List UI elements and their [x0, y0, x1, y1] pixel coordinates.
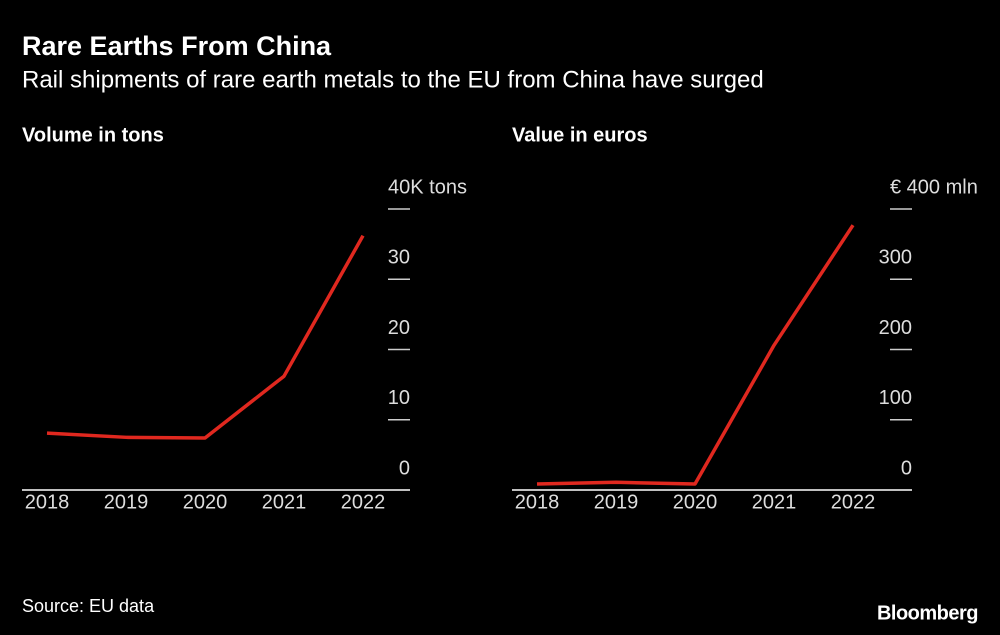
x-tick-label: 2022 [831, 491, 876, 513]
title: Rare Earths From China [22, 31, 332, 61]
y-tick-label: 100 [879, 387, 912, 409]
y-tick-label: 20 [388, 317, 410, 339]
chart-title: Volume in tons [22, 124, 164, 146]
y-tick-label: 0 [901, 457, 912, 479]
x-tick-label: 2021 [752, 491, 797, 513]
x-tick-label: 2020 [183, 491, 228, 513]
y-tick-label: 300 [879, 247, 912, 269]
y-tick-label: 30 [388, 247, 410, 269]
source: Source: EU data [22, 596, 155, 616]
y-tick-label: € 400 mln [890, 176, 978, 198]
line [536, 224, 855, 486]
x-tick-label: 2020 [673, 491, 718, 513]
chart-title: Value in euros [512, 124, 648, 146]
y-tick-label: 10 [388, 387, 410, 409]
x-tick-label: 2021 [262, 491, 307, 513]
line [46, 234, 365, 440]
y-tick-label: 40K tons [388, 176, 467, 198]
brand: Bloomberg [877, 602, 978, 624]
y-tick-label: 0 [399, 457, 410, 479]
x-tick-label: 2019 [104, 491, 149, 513]
x-tick-label: 2022 [341, 491, 386, 513]
x-tick-label: 2018 [25, 491, 70, 513]
y-tick-label: 200 [879, 317, 912, 339]
x-tick-label: 2018 [515, 491, 560, 513]
subtitle: Rail shipments of rare earth metals to t… [22, 66, 764, 93]
x-tick-label: 2019 [594, 491, 639, 513]
